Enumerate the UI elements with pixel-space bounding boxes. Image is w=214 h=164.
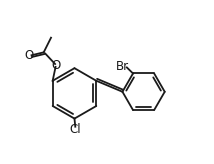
Text: Br: Br <box>115 60 129 73</box>
Text: O: O <box>24 49 33 62</box>
Text: O: O <box>51 59 61 72</box>
Text: Cl: Cl <box>70 123 81 136</box>
